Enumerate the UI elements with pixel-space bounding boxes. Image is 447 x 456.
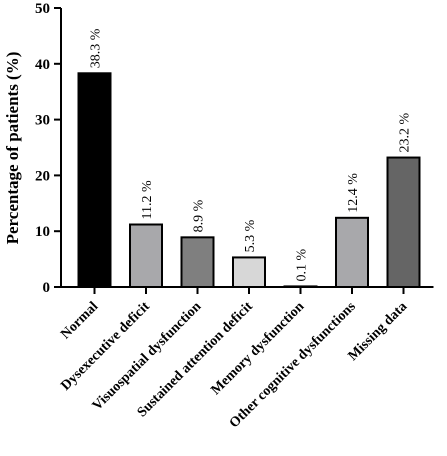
bar — [180, 236, 215, 288]
x-tick-label: Memory dysfunction — [208, 299, 307, 398]
x-tick-label: Dysexecutive deficit — [58, 299, 153, 394]
y-tick-label: 0 — [43, 280, 51, 296]
x-tick-label: Normal — [58, 299, 101, 342]
data-label: 8.9 % — [192, 199, 207, 232]
y-tick-label: 50 — [35, 1, 50, 17]
y-tick-label: 40 — [35, 57, 50, 73]
bar — [283, 285, 318, 288]
bar — [77, 72, 112, 289]
data-label: 0.1 % — [295, 248, 310, 281]
bar — [386, 156, 421, 288]
y-tick-label: 30 — [35, 113, 50, 129]
data-label: 38.3 % — [89, 28, 104, 68]
data-label: 11.2 % — [140, 180, 155, 219]
data-label: 5.3 % — [243, 219, 258, 252]
y-axis-title: Percentage of patients (%) — [3, 52, 22, 245]
data-label: 23.2 % — [398, 113, 413, 153]
data-label: 12.4 % — [346, 173, 361, 213]
bar — [232, 256, 266, 288]
bar — [335, 216, 369, 288]
bar — [129, 223, 163, 288]
y-tick-label: 10 — [35, 224, 50, 240]
y-tick-label: 20 — [35, 168, 50, 184]
